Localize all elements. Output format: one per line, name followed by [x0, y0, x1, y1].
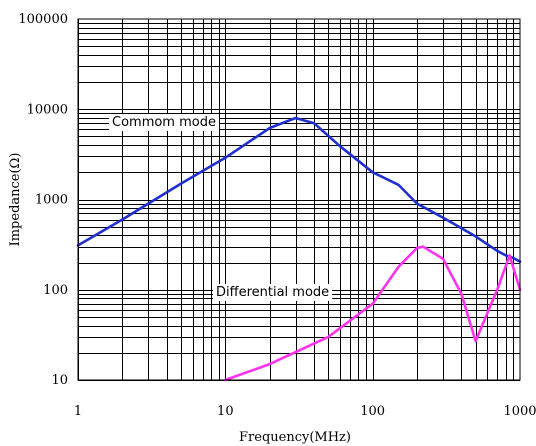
annotation-background	[109, 114, 219, 131]
series-line-differential-mode	[224, 245, 522, 382]
x-tick-label: 100	[360, 404, 385, 419]
plot-frame	[77, 18, 521, 381]
annotation-differential-mode: Differential mode	[216, 285, 329, 300]
x-axis-title: Frequency(MHz)	[239, 430, 351, 445]
annotation-background	[213, 284, 333, 301]
y-tick-label: 10000	[27, 102, 68, 117]
series-layer	[76, 116, 522, 382]
y-tick-label: 100000	[18, 12, 68, 27]
x-tick-label: 1	[74, 404, 82, 419]
x-tick-label: 1000	[503, 404, 536, 419]
annotation-common-mode: Commom mode	[112, 115, 216, 130]
series-line-common-mode	[76, 116, 522, 263]
y-tick-label: 10	[51, 373, 68, 388]
annotations-layer: Commom mode Differential mode	[109, 114, 333, 301]
y-axis-title: Impedance(Ω)	[8, 153, 23, 247]
tick-labels: 10 100 1000 10000 100000 1 10 100 1000	[18, 12, 536, 419]
x-tick-label: 10	[217, 404, 234, 419]
grid-lines	[78, 19, 520, 381]
y-tick-label: 1000	[35, 193, 68, 208]
y-tick-label: 100	[43, 283, 68, 298]
